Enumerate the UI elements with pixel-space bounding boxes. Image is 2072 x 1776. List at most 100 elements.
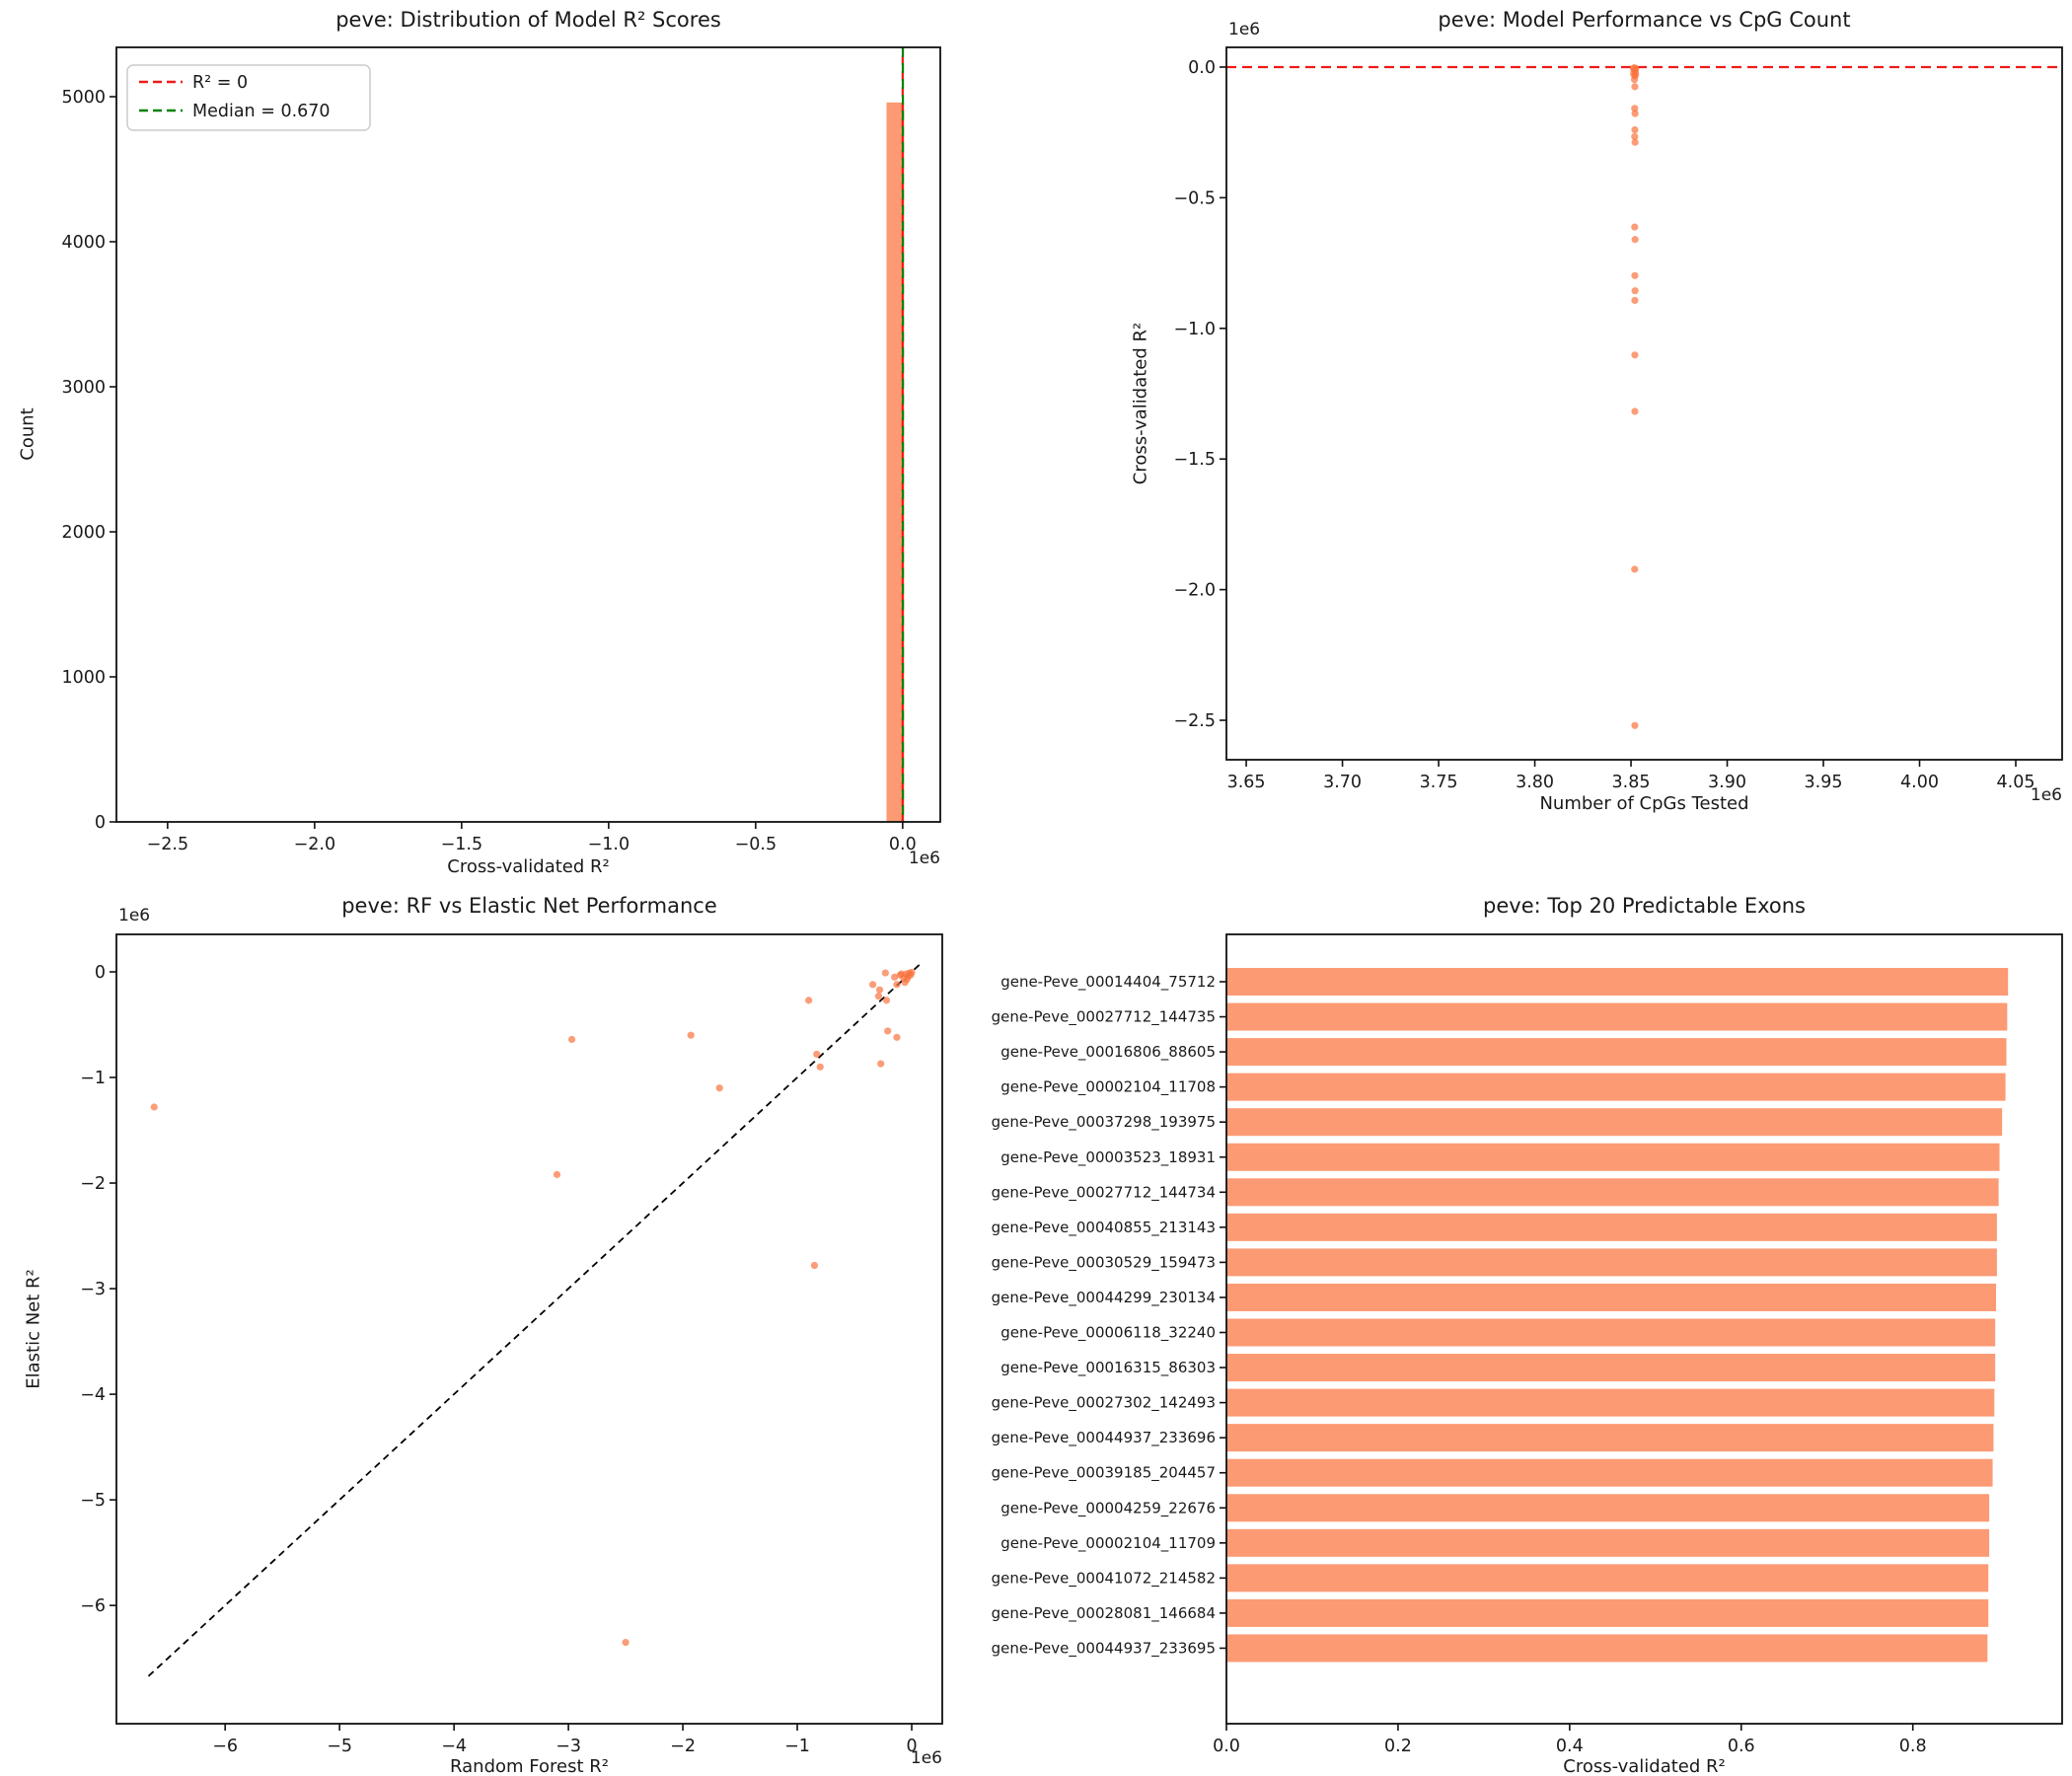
y-tick-label: 3000	[61, 378, 106, 398]
y-tick-label: 5000	[61, 88, 106, 108]
cpg-title: peve: Model Performance vs CpG Count	[1438, 8, 1851, 32]
y-tick-label: gene-Peve_00027712_144734	[992, 1183, 1216, 1202]
x-tick-label: −6	[212, 1737, 238, 1756]
scatter-point	[882, 997, 891, 1004]
bar	[1226, 1354, 1996, 1382]
scatter-point	[553, 1170, 561, 1179]
x-tick-label: 0.8	[1899, 1737, 1927, 1756]
x-tick-label: −4	[441, 1737, 467, 1756]
x-tick-label: 0.4	[1556, 1737, 1584, 1756]
x-tick-label: 3.65	[1227, 773, 1266, 792]
y-tick-label: −1.5	[1174, 450, 1217, 470]
scatter-point	[810, 1261, 819, 1270]
bar	[1226, 1002, 2008, 1031]
bar	[1226, 1494, 1990, 1522]
x-tick-label: 0	[906, 1737, 917, 1756]
subplot-top20-bars: gene-Peve_00014404_75712 gene-Peve_000277…	[992, 933, 2063, 1756]
y-tick-label: gene-Peve_00044937_233696	[992, 1429, 1216, 1447]
axes-spines	[1225, 46, 2063, 761]
bar	[1226, 1318, 1996, 1347]
scatter-point	[1631, 271, 1639, 279]
axes-spines	[115, 46, 941, 823]
y-tick-label: −3	[80, 1280, 106, 1299]
hist-title: peve: Distribution of Model R² Scores	[335, 8, 721, 32]
x-tick-label: 0.0	[1213, 1737, 1240, 1756]
scatter-point	[687, 1031, 695, 1039]
x-tick-label: −1.5	[441, 835, 483, 854]
bar	[1226, 1248, 1997, 1277]
y-tick-label: gene-Peve_00037298_193975	[992, 1113, 1216, 1132]
y-tick-label: gene-Peve_00027712_144735	[992, 1008, 1216, 1027]
scatter-point	[891, 973, 899, 981]
y-tick-label: 2000	[61, 523, 106, 543]
y-tick-label: gene-Peve_00014404_75712	[1000, 973, 1216, 992]
bar	[1226, 1598, 1989, 1627]
y-tick-label: 1000	[61, 668, 106, 688]
x-tick-label: 3.90	[1708, 773, 1746, 792]
top20-title: peve: Top 20 Predictable Exons	[1483, 894, 1806, 918]
y-tick-label: gene-Peve_00016315_86303	[1000, 1359, 1216, 1377]
x-tick-label: −2	[670, 1737, 696, 1756]
rfen-ylabel: Elastic Net R²	[23, 1269, 44, 1389]
bar	[1226, 1213, 1997, 1241]
subplot-hist: −2.5 −2.0 −1.5 −1.0 −0.5 0.0 0 1000 2000 3000 4000…	[61, 46, 941, 854]
x-tick-label: −1.0	[588, 835, 630, 854]
hist-ylabel: Count	[17, 407, 38, 461]
scatter-point	[1631, 407, 1639, 415]
x-tick-label: −1	[784, 1737, 810, 1756]
scatter-point	[1631, 110, 1639, 117]
scatter-point	[877, 1060, 885, 1068]
y-tick-label: 0	[95, 963, 106, 983]
bar	[1226, 1038, 2007, 1067]
scatter-point	[1631, 125, 1639, 134]
x-tick-label: 0.6	[1728, 1737, 1755, 1756]
bar	[1226, 1458, 1993, 1487]
rfen-y-offset: 1e6	[118, 906, 151, 925]
x-tick-label: −3	[555, 1737, 581, 1756]
y-tick-label: gene-Peve_00040855_213143	[992, 1219, 1216, 1237]
identity-line	[147, 961, 924, 1677]
cpg-y-offset: 1e6	[1228, 20, 1261, 39]
bar	[1226, 1528, 1990, 1557]
cpg-x-offset: 1e6	[2030, 785, 2062, 805]
cpg-xlabel: Number of CpGs Tested	[1539, 793, 1749, 814]
y-tick-label: −4	[80, 1385, 106, 1405]
scatter-point	[875, 986, 884, 994]
bar	[1226, 1564, 1989, 1592]
cpg-ylabel: Cross-validated R²	[1130, 322, 1151, 485]
legend: R² = 0 Median = 0.670	[126, 64, 371, 131]
y-tick-label: gene-Peve_00016806_88605	[1000, 1043, 1216, 1062]
scatter-point	[881, 969, 889, 977]
scatter-point	[1631, 132, 1639, 141]
scatter-point	[1631, 138, 1639, 146]
y-tick-label: −6	[80, 1596, 106, 1616]
legend-box	[126, 64, 371, 131]
top20-xlabel: Cross-validated R²	[1563, 1756, 1726, 1776]
scatter-point	[907, 971, 915, 979]
axes-spines	[115, 933, 943, 1725]
scatter-point	[1631, 236, 1639, 244]
bar	[1226, 1424, 1994, 1452]
x-tick-label: −5	[327, 1737, 352, 1756]
y-tick-label: −2.5	[1174, 711, 1217, 731]
bar	[1226, 1283, 1997, 1311]
y-tick-label: 0	[95, 813, 106, 833]
hist-xlabel: Cross-validated R²	[447, 856, 610, 877]
y-tick-label: gene-Peve_00039185_204457	[992, 1464, 1216, 1483]
scatter-point	[1632, 70, 1640, 79]
y-tick-label: −1	[80, 1069, 106, 1088]
y-tick-label: gene-Peve_00002104_11708	[1000, 1078, 1216, 1097]
scatter-point	[874, 993, 883, 1000]
bar	[1226, 968, 2009, 996]
scatter-point	[150, 1103, 158, 1111]
bar	[1226, 1108, 2003, 1137]
scatter-point	[893, 981, 901, 989]
y-tick-label: gene-Peve_00028081_146684	[992, 1604, 1216, 1623]
scatter-point	[1631, 351, 1639, 359]
scatter-point	[816, 1063, 824, 1071]
x-tick-label: −2.0	[294, 835, 336, 854]
x-tick-label: 4.00	[1900, 773, 1939, 792]
y-tick-label: gene-Peve_00003523_18931	[1000, 1148, 1216, 1167]
